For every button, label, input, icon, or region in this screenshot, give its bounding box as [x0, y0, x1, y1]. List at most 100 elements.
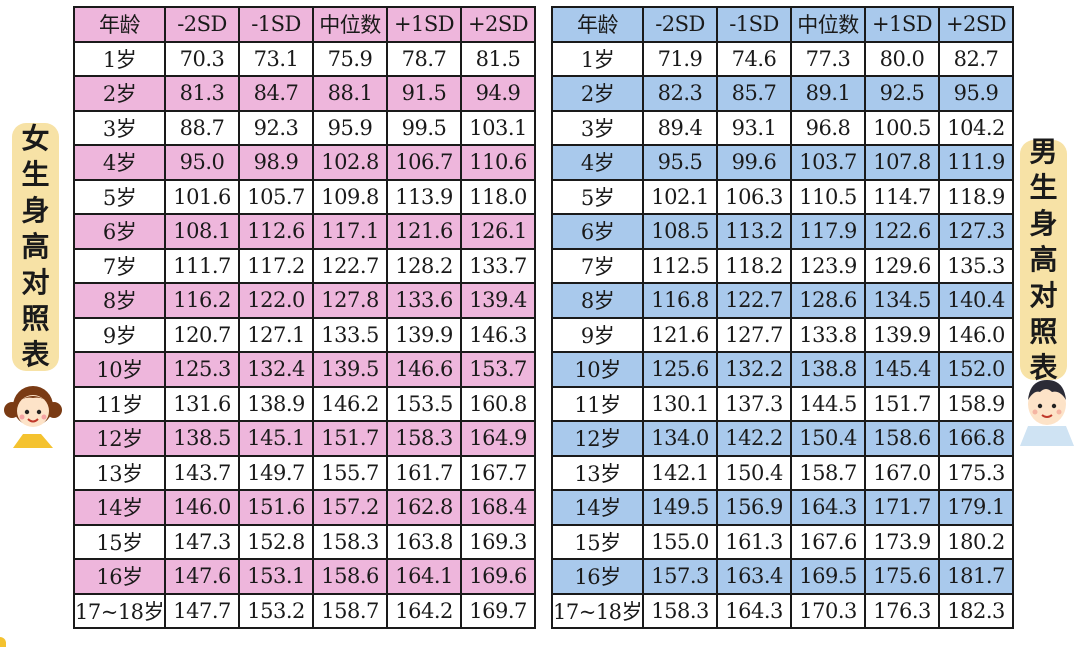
age-cell: 6岁: [550, 213, 645, 250]
value-cell: 144.5: [790, 385, 867, 422]
value-cell: 74.6: [716, 40, 793, 77]
value-cell: 163.8: [386, 523, 463, 560]
table-row: 11岁 130.1 137.3 144.5 151.7 158.9: [550, 385, 1015, 422]
age-cell: 8岁: [550, 282, 645, 319]
value-cell: 169.3: [460, 523, 537, 560]
value-cell: 117.1: [312, 213, 389, 250]
value-cell: 132.4: [238, 351, 315, 388]
value-cell: 85.7: [716, 75, 793, 112]
value-cell: 122.7: [716, 282, 793, 319]
value-cell: 164.3: [716, 592, 793, 629]
header-cell: 年龄: [72, 6, 167, 43]
value-cell: 118.2: [716, 247, 793, 284]
value-cell: 149.5: [642, 489, 719, 526]
value-cell: 92.3: [238, 109, 315, 146]
value-cell: 118.0: [460, 178, 537, 215]
value-cell: 127.8: [312, 282, 389, 319]
value-cell: 149.7: [238, 454, 315, 491]
value-cell: 82.3: [642, 75, 719, 112]
table-row: 7岁 112.5 118.2 123.9 129.6 135.3: [550, 247, 1015, 284]
value-cell: 158.3: [386, 420, 463, 457]
age-cell: 4岁: [550, 144, 645, 181]
table-row: 3岁 88.7 92.3 95.9 99.5 103.1: [72, 109, 537, 146]
age-cell: 15岁: [72, 523, 167, 560]
value-cell: 176.3: [864, 592, 941, 629]
value-cell: 169.7: [460, 592, 537, 629]
value-cell: 152.8: [238, 523, 315, 560]
value-cell: 151.7: [312, 420, 389, 457]
value-cell: 139.5: [312, 351, 389, 388]
value-cell: 73.1: [238, 40, 315, 77]
age-cell: 5岁: [550, 178, 645, 215]
value-cell: 164.3: [790, 489, 867, 526]
value-cell: 117.9: [790, 213, 867, 250]
value-cell: 138.9: [238, 385, 315, 422]
value-cell: 108.5: [642, 213, 719, 250]
age-cell: 12岁: [72, 420, 167, 457]
value-cell: 139.9: [386, 316, 463, 353]
table-row: 1岁 71.9 74.6 77.3 80.0 82.7: [550, 40, 1015, 77]
value-cell: 164.9: [460, 420, 537, 457]
value-cell: 123.9: [790, 247, 867, 284]
value-cell: 122.6: [864, 213, 941, 250]
value-cell: 143.7: [164, 454, 241, 491]
value-cell: 82.7: [938, 40, 1015, 77]
value-cell: 113.2: [716, 213, 793, 250]
value-cell: 146.6: [386, 351, 463, 388]
value-cell: 88.7: [164, 109, 241, 146]
value-cell: 158.7: [790, 454, 867, 491]
age-cell: 11岁: [72, 385, 167, 422]
value-cell: 167.0: [864, 454, 941, 491]
value-cell: 127.7: [716, 316, 793, 353]
age-cell: 7岁: [72, 247, 167, 284]
age-cell: 4岁: [72, 144, 167, 181]
age-cell: 13岁: [72, 454, 167, 491]
age-cell: 14岁: [72, 489, 167, 526]
age-cell: 1岁: [550, 40, 645, 77]
value-cell: 129.6: [864, 247, 941, 284]
value-cell: 153.2: [238, 592, 315, 629]
value-cell: 103.1: [460, 109, 537, 146]
value-cell: 151.6: [238, 489, 315, 526]
value-cell: 102.1: [642, 178, 719, 215]
value-cell: 164.2: [386, 592, 463, 629]
value-cell: 108.1: [164, 213, 241, 250]
value-cell: 71.9: [642, 40, 719, 77]
value-cell: 99.5: [386, 109, 463, 146]
table-row: 1岁 70.3 73.1 75.9 78.7 81.5: [72, 40, 537, 77]
value-cell: 77.3: [790, 40, 867, 77]
value-cell: 146.0: [164, 489, 241, 526]
value-cell: 121.6: [386, 213, 463, 250]
value-cell: 132.2: [716, 351, 793, 388]
age-cell: 5岁: [72, 178, 167, 215]
value-cell: 105.7: [238, 178, 315, 215]
value-cell: 153.1: [238, 558, 315, 595]
girls-table-label: 女 生 身 高 对 照 表: [12, 122, 59, 371]
age-cell: 3岁: [550, 109, 645, 146]
value-cell: 175.3: [938, 454, 1015, 491]
table-row: 4岁 95.0 98.9 102.8 106.7 110.6: [72, 144, 537, 181]
table-row: 17~18岁 158.3 164.3 170.3 176.3 182.3: [550, 592, 1015, 629]
value-cell: 92.5: [864, 75, 941, 112]
table-row: 14岁 146.0 151.6 157.2 162.8 168.4: [72, 489, 537, 526]
value-cell: 147.3: [164, 523, 241, 560]
vertical-label-text: 女 生 身 高 对 照 表: [21, 122, 50, 371]
value-cell: 93.1: [716, 109, 793, 146]
age-cell: 7岁: [550, 247, 645, 284]
value-cell: 161.3: [716, 523, 793, 560]
value-cell: 169.6: [460, 558, 537, 595]
age-cell: 1岁: [72, 40, 167, 77]
value-cell: 116.2: [164, 282, 241, 319]
value-cell: 95.5: [642, 144, 719, 181]
value-cell: 102.8: [312, 144, 389, 181]
header-cell: -2SD: [642, 6, 719, 43]
value-cell: 107.8: [864, 144, 941, 181]
value-cell: 127.3: [938, 213, 1015, 250]
value-cell: 96.8: [790, 109, 867, 146]
value-cell: 112.5: [642, 247, 719, 284]
value-cell: 131.6: [164, 385, 241, 422]
value-cell: 150.4: [716, 454, 793, 491]
value-cell: 157.2: [312, 489, 389, 526]
girls-height-table: 年龄 -2SD -1SD 中位数 +1SD +2SD 1岁 70.3 73.1 75.9 78.7 8…: [72, 6, 537, 629]
age-cell: 13岁: [550, 454, 645, 491]
